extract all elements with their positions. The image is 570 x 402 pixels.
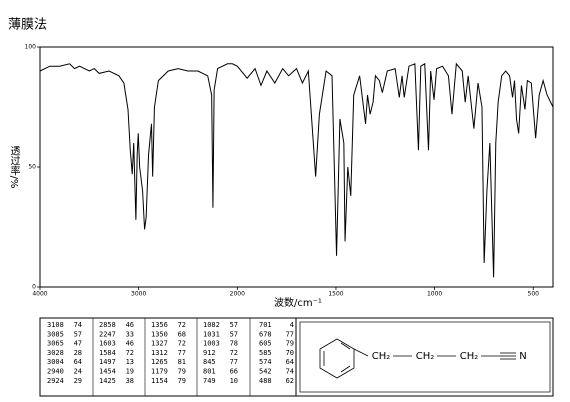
peak-wavenumber: 2940 xyxy=(47,368,64,376)
x-tick-label: 500 xyxy=(528,291,540,298)
peak-transmittance: 74 xyxy=(74,321,82,329)
structure-group: N xyxy=(519,351,526,362)
peak-transmittance: 57 xyxy=(230,321,238,329)
peak-wavenumber: 1356 xyxy=(151,321,168,329)
peak-transmittance: 33 xyxy=(126,330,134,338)
structure-group: CH₂ xyxy=(416,351,435,362)
peak-wavenumber: 1265 xyxy=(151,358,168,366)
peak-wavenumber: 3065 xyxy=(47,340,64,348)
peak-wavenumber: 542 xyxy=(259,368,272,376)
peak-transmittance: 74 xyxy=(286,368,294,376)
x-tick-label: 1500 xyxy=(328,291,343,298)
x-axis-label: 波数/cm⁻¹ xyxy=(274,296,322,309)
peak-transmittance: 13 xyxy=(126,358,134,366)
peak-transmittance: 79 xyxy=(178,377,186,385)
peak-transmittance: 4 xyxy=(290,321,294,329)
peak-transmittance: 70 xyxy=(286,349,294,357)
peak-transmittance: 10 xyxy=(230,377,238,385)
peak-wavenumber: 1003 xyxy=(203,340,220,348)
peak-wavenumber: 3108 xyxy=(47,321,64,329)
peak-wavenumber: 912 xyxy=(203,349,216,357)
peak-transmittance: 78 xyxy=(230,340,238,348)
peak-wavenumber: 1179 xyxy=(151,368,168,376)
peak-transmittance: 81 xyxy=(178,358,186,366)
peak-wavenumber: 1584 xyxy=(99,349,116,357)
peak-wavenumber: 845 xyxy=(203,358,216,366)
y-tick-label: 100 xyxy=(25,44,37,51)
peak-transmittance: 47 xyxy=(74,340,82,348)
peak-wavenumber: 1425 xyxy=(99,377,116,385)
page-title: 薄膜法 xyxy=(8,18,47,33)
peak-transmittance: 72 xyxy=(126,349,134,357)
peak-wavenumber: 1082 xyxy=(203,321,220,329)
peak-transmittance: 68 xyxy=(178,330,186,338)
peak-transmittance: 77 xyxy=(286,330,294,338)
peak-transmittance: 64 xyxy=(74,358,82,366)
peak-wavenumber: 701 xyxy=(259,321,272,329)
x-tick-label: 1000 xyxy=(427,291,442,298)
y-axis-label: 透过率/% xyxy=(8,145,20,188)
peak-wavenumber: 1312 xyxy=(151,349,168,357)
peak-transmittance: 79 xyxy=(178,368,186,376)
y-tick-label: 0 xyxy=(32,284,36,291)
peak-transmittance: 38 xyxy=(126,377,134,385)
peak-transmittance: 57 xyxy=(230,330,238,338)
peak-transmittance: 66 xyxy=(230,368,238,376)
peak-wavenumber: 1497 xyxy=(99,358,116,366)
peak-wavenumber: 749 xyxy=(203,377,216,385)
structure-frame xyxy=(299,321,551,393)
peak-wavenumber: 3085 xyxy=(47,330,64,338)
peak-wavenumber: 2247 xyxy=(99,330,116,338)
peak-wavenumber: 1031 xyxy=(203,330,220,338)
peak-transmittance: 46 xyxy=(126,321,134,329)
peak-wavenumber: 1454 xyxy=(99,368,116,376)
peak-transmittance: 72 xyxy=(230,349,238,357)
x-tick-label: 4000 xyxy=(32,291,47,298)
peak-transmittance: 64 xyxy=(286,358,294,366)
peak-wavenumber: 2858 xyxy=(99,321,116,329)
peak-transmittance: 77 xyxy=(178,349,186,357)
peak-wavenumber: 2924 xyxy=(47,377,64,385)
structure-group: CH₂ xyxy=(372,351,391,362)
peak-wavenumber: 3028 xyxy=(47,349,64,357)
peak-wavenumber: 1350 xyxy=(151,330,168,338)
peak-transmittance: 57 xyxy=(74,330,82,338)
peak-wavenumber: 1154 xyxy=(151,377,168,385)
peak-wavenumber: 488 xyxy=(259,377,272,385)
peak-wavenumber: 3004 xyxy=(47,358,64,366)
x-tick-label: 2000 xyxy=(230,291,245,298)
peak-wavenumber: 605 xyxy=(259,340,272,348)
peak-transmittance: 72 xyxy=(178,321,186,329)
plot-frame xyxy=(39,46,554,288)
peak-transmittance: 46 xyxy=(126,340,134,348)
benzene-ring xyxy=(319,338,516,379)
peak-transmittance: 72 xyxy=(178,340,186,348)
peak-wavenumber: 1603 xyxy=(99,340,116,348)
peak-transmittance: 62 xyxy=(286,377,294,385)
peak-transmittance: 28 xyxy=(74,349,82,357)
peak-transmittance: 19 xyxy=(126,368,134,376)
peak-transmittance: 77 xyxy=(230,358,238,366)
peak-wavenumber: 678 xyxy=(259,330,272,338)
spectrum-line xyxy=(39,62,554,278)
peak-transmittance: 79 xyxy=(286,340,294,348)
structure-group: CH₂ xyxy=(460,351,479,362)
peak-wavenumber: 801 xyxy=(203,368,216,376)
x-tick-label: 3000 xyxy=(131,291,146,298)
peak-transmittance: 24 xyxy=(74,368,82,376)
peak-wavenumber: 585 xyxy=(259,349,272,357)
peak-transmittance: 29 xyxy=(74,377,82,385)
peak-wavenumber: 1327 xyxy=(151,340,168,348)
peak-wavenumber: 574 xyxy=(259,358,272,366)
y-tick-label: 50 xyxy=(28,164,36,171)
